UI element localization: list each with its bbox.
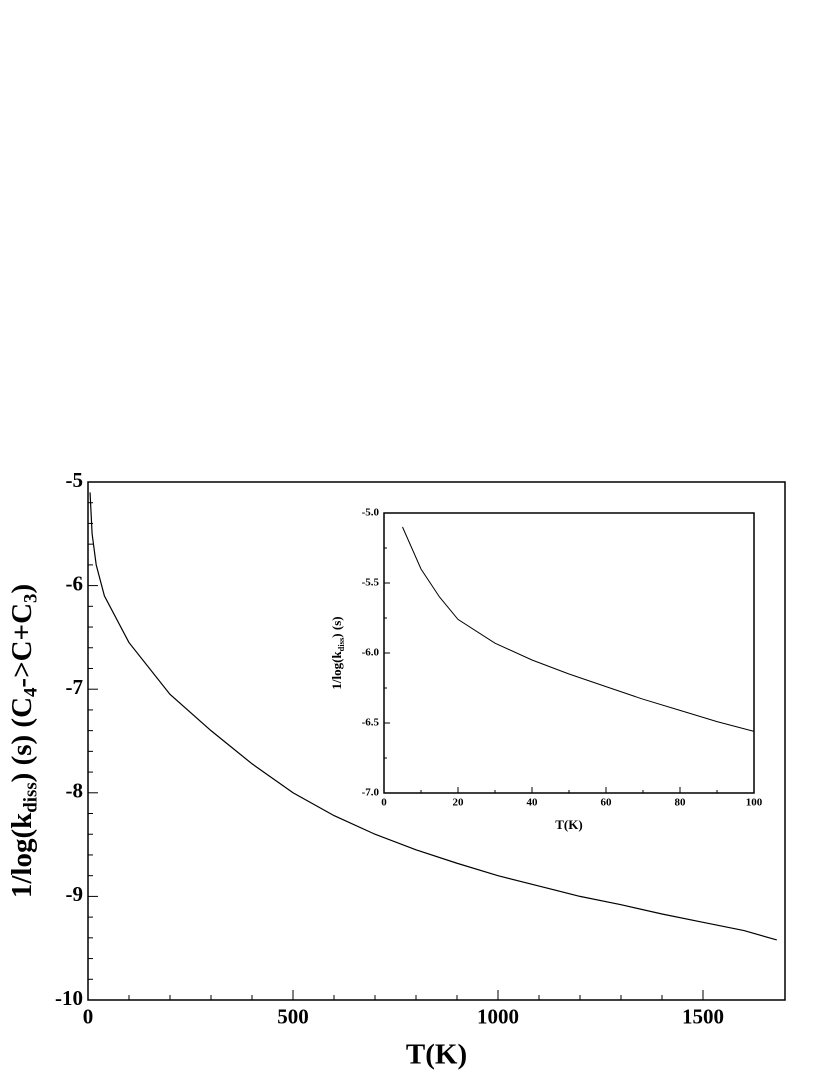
x-tick-label: 1000: [477, 1005, 519, 1029]
x-axis-label: T(K): [406, 1039, 467, 1071]
x-tick-label: 100: [746, 796, 763, 808]
y-label-text: 1/log(k: [329, 651, 344, 690]
y-label-text: ) (s): [329, 616, 344, 637]
y-tick-label: -5: [66, 468, 84, 492]
y-tick-label: -6.5: [362, 717, 380, 729]
y-tick-label: -5.0: [362, 507, 380, 519]
y-label-subscript: diss: [21, 782, 42, 812]
y-label-text: ): [6, 584, 38, 594]
y-tick-label: -8: [66, 779, 84, 803]
x-tick-label: 0: [83, 1005, 94, 1029]
y-label-subscript: diss: [336, 637, 346, 651]
x-axis-label: T(K): [555, 817, 582, 832]
plot-frame: [383, 512, 755, 794]
y-tick-label: -5.5: [362, 577, 380, 589]
x-tick-label: 80: [675, 796, 687, 808]
y-tick-label: -6.0: [362, 647, 380, 659]
x-tick-label: 60: [601, 796, 613, 808]
y-label-text: ) (s) (C: [6, 697, 38, 782]
y-tick-label: -7: [66, 675, 84, 699]
x-tick-label: 500: [277, 1005, 309, 1029]
y-tick-label: -6: [66, 571, 84, 595]
data-line: [402, 526, 755, 732]
x-tick-label: 40: [527, 796, 539, 808]
y-tick-label: -9: [66, 882, 84, 906]
y-axis-label: 1/log(kdiss) (s) (C4->C+C3): [6, 584, 42, 898]
x-tick-label: 20: [453, 796, 465, 808]
y-tick-label: -10: [55, 986, 83, 1010]
y-label-text: ->C+C: [6, 603, 38, 688]
data-line: [89, 492, 777, 941]
x-tick-label: 0: [381, 796, 387, 808]
y-tick-label: -7.0: [362, 787, 380, 799]
y-label-subscript: 4: [21, 687, 42, 697]
y-axis-label: 1/log(kdiss) (s): [329, 616, 346, 689]
x-tick-label: 1500: [682, 1005, 724, 1029]
y-label-text: 1/log(k: [6, 812, 38, 898]
y-label-subscript: 3: [21, 594, 42, 603]
